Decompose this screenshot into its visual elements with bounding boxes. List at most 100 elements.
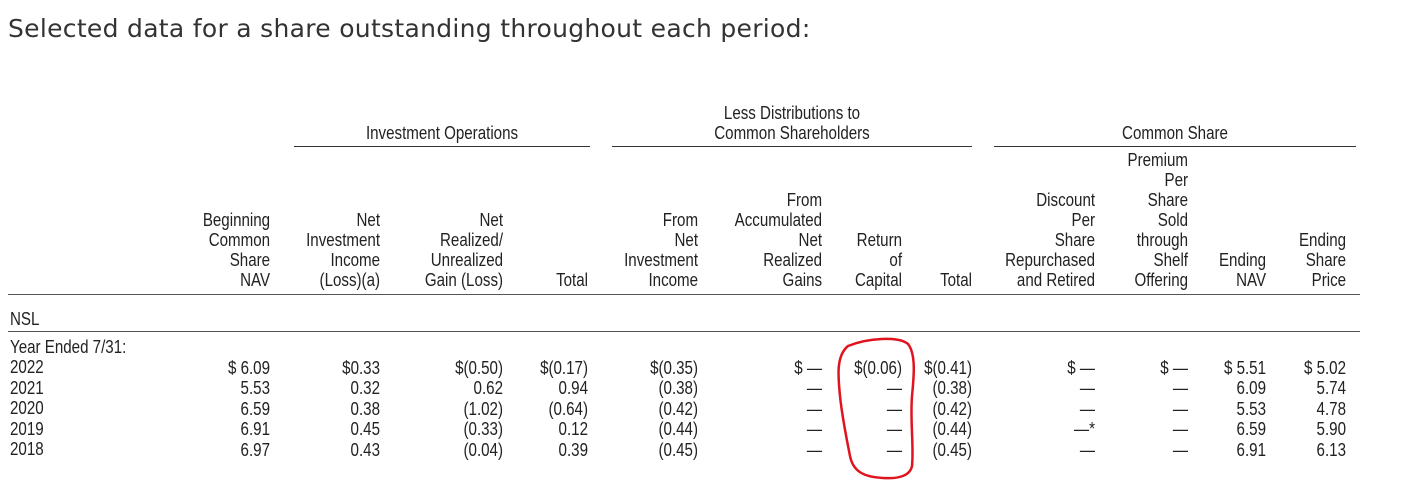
column-header-ops-total: Total	[428, 270, 588, 290]
column-header-net-investment-income: Net Investment Income (Loss)(a)	[220, 210, 380, 290]
table-cell: $ 5.51	[1223, 358, 1266, 378]
year-label: 2022	[10, 357, 44, 378]
data-column-beginning-nav: $ 6.09 5.53 6.59 6.91 6.97	[150, 358, 270, 460]
year-label: 2019	[10, 418, 44, 439]
data-column-ops-total: $(0.17) 0.94 (0.64) 0.12 0.39	[468, 358, 588, 460]
column-header-text: Beginning Common Share NAV	[202, 210, 270, 290]
table-cell: (0.64)	[548, 398, 588, 419]
table-cell: 5.90	[1316, 419, 1346, 440]
table-cell: —	[886, 398, 902, 419]
table-cell: —	[806, 398, 822, 419]
column-header-text: Return of Capital	[854, 230, 902, 290]
column-header-text: From Net Investment Income	[624, 210, 698, 290]
year-label: 2021	[10, 377, 44, 398]
table-cell: 0.38	[350, 398, 380, 419]
period-label: Year Ended 7/31:	[10, 337, 127, 357]
table-cell: $(0.35)	[650, 358, 698, 378]
data-column-discount-per-share: $ — — — —* —	[975, 358, 1095, 460]
table-cell: 5.53	[240, 378, 270, 399]
table-cell: (1.02)	[463, 398, 503, 419]
table-cell: 6.59	[240, 398, 270, 419]
table-cell: (0.44)	[658, 419, 698, 440]
table-cell: 0.45	[350, 419, 380, 440]
column-header-from-accumulated-gains: From Accumulated Net Realized Gains	[662, 190, 822, 290]
group-rule-common-share	[994, 146, 1356, 147]
table-cell: (0.04)	[463, 439, 503, 460]
table-cell: 0.62	[473, 378, 503, 399]
table-cell: 5.74	[1316, 378, 1346, 399]
table-cell: —	[1172, 378, 1188, 399]
table-cell: (0.38)	[932, 378, 972, 399]
table-cell: —	[1172, 419, 1188, 440]
table-cell: 6.09	[1236, 378, 1266, 399]
table-cell: $(0.17)	[540, 358, 588, 378]
group-less-distributions: Less Distributions to Common Shareholder…	[714, 103, 870, 143]
table-cell: $ 5.02	[1303, 358, 1346, 378]
table-cell: 5.53	[1236, 398, 1266, 419]
fund-rule	[8, 331, 1360, 332]
group-investment-operations: Investment Operations	[365, 123, 519, 143]
data-column-from-net-investment-income: $(0.35) (0.38) (0.42) (0.44) (0.45)	[578, 358, 698, 460]
header-rule	[8, 294, 1360, 295]
table-cell: 6.91	[1236, 439, 1266, 460]
column-header-from-net-investment-income: From Net Investment Income	[538, 210, 698, 290]
table-cell: 6.59	[1236, 419, 1266, 440]
data-column-dist-total: $(0.41) (0.38) (0.42) (0.44) (0.45)	[852, 358, 972, 460]
table-cell: —	[886, 378, 902, 399]
fund-name: NSL	[10, 309, 40, 329]
table-cell: 4.78	[1316, 398, 1346, 419]
data-column-premium-per-share: $ — — — — —	[1068, 358, 1188, 460]
data-column-from-accumulated-gains: $ — — — — —	[702, 358, 822, 460]
table-cell: $ 6.09	[227, 358, 270, 378]
group-common-share: Common Share	[1122, 123, 1228, 143]
table-cell: 6.91	[240, 419, 270, 440]
column-header-text: Ending NAV	[1218, 250, 1266, 290]
table-cell: —	[1172, 398, 1188, 419]
table-cell: 0.43	[350, 439, 380, 460]
table-cell: 6.13	[1316, 439, 1346, 460]
column-header-discount-per-share: Discount Per Share Repurchased and Retir…	[935, 190, 1095, 290]
column-header-ending-share-price: Ending Share Price	[1186, 230, 1346, 290]
table-cell: —	[806, 419, 822, 440]
table-cell: $0.33	[342, 358, 380, 378]
column-header-text: Net Investment Income (Loss)(a)	[306, 210, 380, 290]
table-cell: —	[1079, 378, 1095, 399]
table-cell: —*	[1073, 419, 1095, 440]
data-column-return-of-capital: $(0.06) — — — —	[782, 358, 902, 460]
table-cell: —	[1079, 398, 1095, 419]
column-header-premium-per-share: Premium Per Share Sold through Shelf Off…	[1028, 150, 1188, 290]
table-cell: (0.45)	[658, 439, 698, 460]
group-rule-less-distributions	[612, 146, 972, 147]
column-header-return-of-capital: Return of Capital	[742, 230, 902, 290]
column-header-dist-total: Total	[812, 270, 972, 290]
annotation-circle	[837, 337, 915, 480]
table-cell: (0.44)	[932, 419, 972, 440]
column-header-text: Total	[940, 270, 972, 290]
table-cell: $ —	[1067, 358, 1095, 378]
table-cell: (0.45)	[932, 439, 972, 460]
row-labels: Year Ended 7/31: 2022 2021 2020 2019 201…	[10, 337, 126, 459]
column-header-text: Ending Share Price	[1298, 230, 1346, 290]
table-cell: —	[1079, 439, 1095, 460]
table-cell: 0.32	[350, 378, 380, 399]
data-column-ending-share-price: $ 5.02 5.74 4.78 5.90 6.13	[1226, 358, 1346, 460]
column-header-ending-nav: Ending NAV	[1106, 250, 1266, 290]
column-header-text: Discount Per Share Repurchased and Retir…	[1005, 190, 1095, 290]
column-header-net-realized-gain: Net Realized/ Unrealized Gain (Loss)	[343, 210, 503, 290]
table-cell: —	[886, 419, 902, 440]
group-rule-investment-operations	[294, 146, 590, 147]
table-cell: 6.97	[240, 439, 270, 460]
data-column-net-realized-gain: $(0.50) 0.62 (1.02) (0.33) (0.04)	[383, 358, 503, 460]
column-header-beginning-nav: Beginning Common Share NAV	[110, 210, 270, 290]
table-cell: (0.38)	[658, 378, 698, 399]
table-cell: 0.94	[558, 378, 588, 399]
table-cell: 0.39	[558, 439, 588, 460]
table-cell: $ —	[1160, 358, 1188, 378]
column-header-text: Premium Per Share Sold through Shelf Off…	[1127, 150, 1188, 290]
table-cell: $(0.06)	[854, 358, 902, 378]
table-cell: 0.12	[558, 419, 588, 440]
table-cell: $(0.50)	[455, 358, 503, 378]
table-cell: —	[806, 439, 822, 460]
table-cell: (0.33)	[463, 419, 503, 440]
table-cell: (0.42)	[932, 398, 972, 419]
